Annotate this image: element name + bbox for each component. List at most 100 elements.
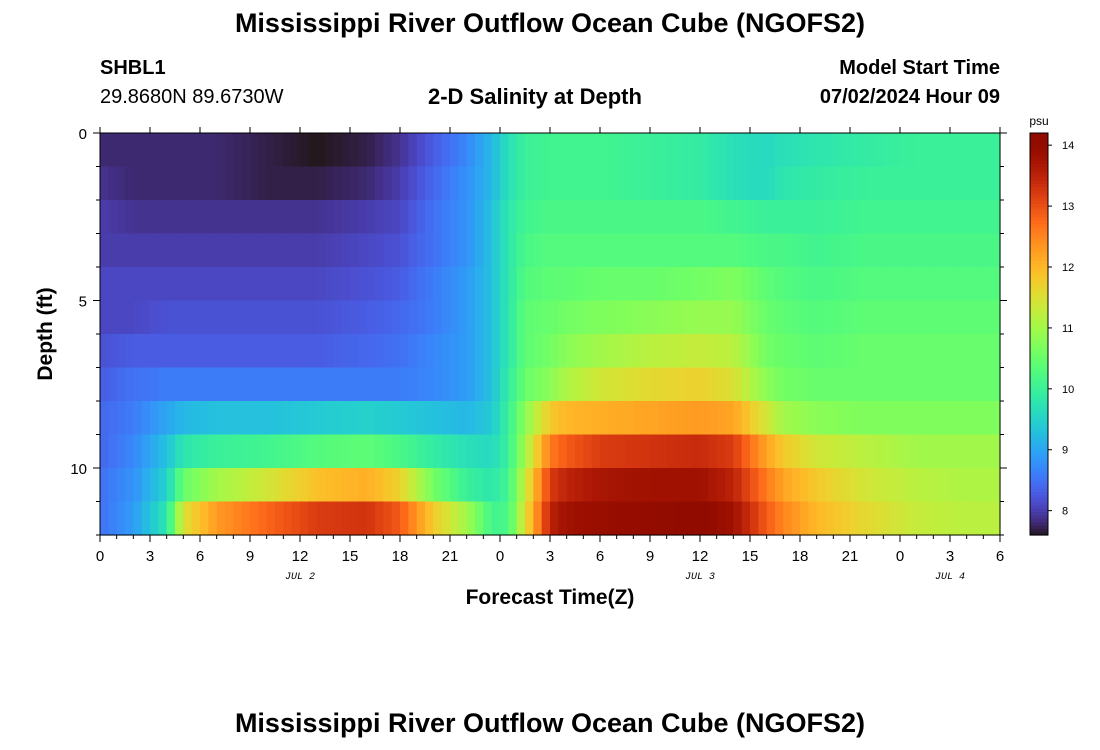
heatmap-cell <box>650 501 659 536</box>
colorbar-segment <box>1030 380 1048 385</box>
heatmap-cell <box>166 434 176 469</box>
heatmap-cell <box>233 401 243 436</box>
heatmap-cell <box>558 233 568 268</box>
heatmap-cell <box>183 166 193 201</box>
heatmap-cell <box>825 367 834 402</box>
heatmap-cell <box>425 501 434 536</box>
heatmap-cell <box>516 468 526 503</box>
heatmap-cell <box>275 434 284 469</box>
heatmap-cell <box>608 401 618 436</box>
heatmap-cell <box>591 133 601 168</box>
heatmap-cell <box>808 300 818 335</box>
heatmap-cell <box>858 501 868 536</box>
heatmap-cell <box>708 468 718 503</box>
heatmap-cell <box>641 267 651 302</box>
heatmap-cell <box>133 300 143 335</box>
heatmap-cell <box>133 133 143 168</box>
heatmap-cell <box>608 200 618 235</box>
colorbar-segment <box>1030 384 1048 389</box>
heatmap-cell <box>950 166 959 201</box>
heatmap-cell <box>658 300 668 335</box>
heatmap-cell <box>741 468 751 503</box>
heatmap-cell <box>333 468 343 503</box>
y-tick-label: 10 <box>70 461 87 478</box>
heatmap-cell <box>908 367 918 402</box>
heatmap-cell <box>366 367 376 402</box>
heatmap-cell <box>416 133 426 168</box>
colorbar-segment <box>1030 390 1048 395</box>
heatmap-cell <box>691 367 701 402</box>
heatmap-cell <box>775 267 784 302</box>
heatmap-cell <box>433 501 443 536</box>
x-tick-label: 9 <box>246 548 254 565</box>
heatmap-cell <box>600 300 609 335</box>
heatmap-cell <box>841 401 851 436</box>
colorbar-segment <box>1030 491 1048 496</box>
heatmap-cell <box>716 334 726 369</box>
heatmap-cell <box>108 334 118 369</box>
heatmap-cell <box>325 401 334 436</box>
heatmap-cell <box>400 367 409 402</box>
heatmap-cell <box>491 367 501 402</box>
heatmap-cell <box>908 334 918 369</box>
heatmap-cell <box>408 267 418 302</box>
heatmap-cell <box>491 300 501 335</box>
heatmap-cell <box>475 300 484 335</box>
heatmap-cell <box>816 501 826 536</box>
model-start-value: 07/02/2024 Hour 09 <box>819 86 1000 108</box>
colorbar-segment <box>1030 508 1048 513</box>
heatmap-cell <box>591 166 601 201</box>
heatmap-cell <box>575 233 584 268</box>
heatmap-cell <box>916 401 926 436</box>
heatmap-cell <box>316 367 326 402</box>
heatmap-cell <box>483 468 493 503</box>
heatmap-cell <box>575 200 584 235</box>
colorbar-segment <box>1030 330 1048 335</box>
heatmap-cell <box>900 367 909 402</box>
heatmap-cell <box>150 401 159 436</box>
colorbar-segment <box>1030 173 1048 178</box>
heatmap-cell <box>966 367 976 402</box>
heatmap-cell <box>191 468 201 503</box>
heatmap-cell <box>358 267 368 302</box>
heatmap-cell <box>566 334 576 369</box>
heatmap-cell <box>766 166 776 201</box>
heatmap-cell <box>125 166 134 201</box>
heatmap-cell <box>833 233 843 268</box>
heatmap-cell <box>633 300 643 335</box>
colorbar-tick-label: 9 <box>1062 445 1068 457</box>
heatmap-cell <box>750 166 759 201</box>
heatmap-cell <box>125 434 134 469</box>
heatmap-cell <box>883 166 893 201</box>
heatmap-cell <box>666 200 676 235</box>
heatmap-cell <box>808 501 818 536</box>
colorbar-segment <box>1030 236 1048 241</box>
heatmap-cell <box>541 501 551 536</box>
heatmap-cell <box>875 300 884 335</box>
heatmap-cell <box>950 233 959 268</box>
heatmap-cell <box>108 468 118 503</box>
heatmap-cell <box>150 501 159 536</box>
heatmap-cell <box>108 133 118 168</box>
heatmap-cell <box>875 434 884 469</box>
heatmap-cell <box>316 501 326 536</box>
heatmap-cell <box>608 501 618 536</box>
heatmap-cell <box>941 233 951 268</box>
y-axis-label: Depth (ft) <box>34 287 57 380</box>
heatmap-cell <box>533 200 543 235</box>
heatmap-cell <box>358 501 368 536</box>
heatmap-cell <box>208 434 218 469</box>
heatmap-cell <box>566 468 576 503</box>
heatmap-cell <box>533 133 543 168</box>
heatmap-cell <box>983 468 993 503</box>
heatmap-cell <box>150 133 159 168</box>
colorbar-segment <box>1030 260 1048 265</box>
heatmap-cell <box>966 200 976 235</box>
heatmap-cell <box>141 267 151 302</box>
heatmap-cell <box>708 200 718 235</box>
heatmap-cell <box>516 133 526 168</box>
colorbar-segment <box>1030 504 1048 509</box>
heatmap-cell <box>975 367 984 402</box>
heatmap-cell <box>558 367 568 402</box>
